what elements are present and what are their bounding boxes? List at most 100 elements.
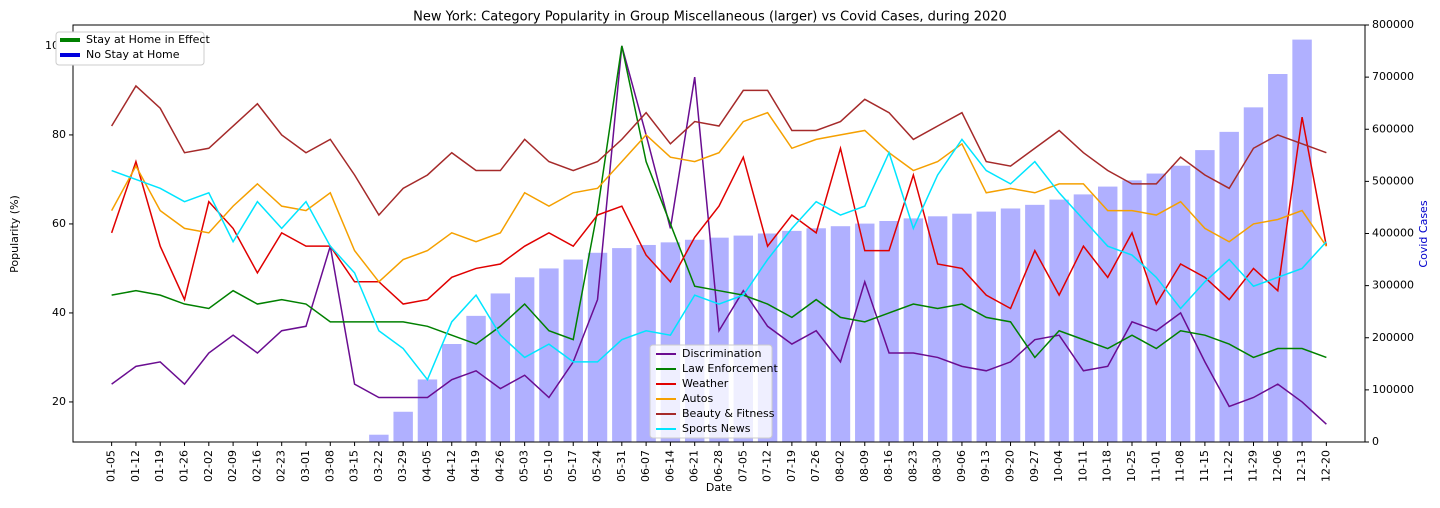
x-tick-label: 06-14 (663, 450, 676, 482)
y2-axis-label: Covid Cases (1417, 200, 1430, 267)
bar (1000, 208, 1021, 442)
x-tick-label: 05-10 (542, 450, 555, 482)
x-tick-label: 01-26 (178, 450, 191, 482)
x-tick-label: 01-12 (129, 450, 142, 482)
line (110, 84, 1327, 217)
x-tick-label: 03-15 (348, 450, 361, 482)
x-tick-label: 07-19 (785, 450, 798, 482)
x-tick-label: 11-01 (1149, 450, 1162, 482)
legend-box (649, 344, 773, 439)
bar (417, 379, 438, 442)
x-tick-label: 09-27 (1028, 450, 1041, 482)
line (110, 116, 1328, 310)
x-tick-label: 12-20 (1319, 450, 1332, 482)
bar (393, 411, 413, 442)
bar (855, 223, 875, 442)
bar (1097, 186, 1118, 442)
bar (587, 252, 608, 442)
bar (1073, 194, 1094, 442)
x-tick-label: 05-24 (591, 450, 604, 482)
line (111, 45, 1327, 359)
x-tick-label: 10-04 (1052, 450, 1065, 482)
x-tick-label: 08-30 (931, 450, 944, 482)
bar (1268, 73, 1288, 442)
y2-tick-label: 800000 (1372, 18, 1414, 31)
bar (1122, 180, 1142, 442)
x-tick-label: 10-18 (1101, 450, 1114, 482)
bar (879, 220, 899, 442)
bar (1195, 150, 1215, 442)
x-tick-label: 05-17 (566, 450, 579, 482)
bar (1219, 131, 1239, 442)
x-tick-label: 04-26 (493, 450, 506, 482)
bar (976, 211, 996, 442)
x-tick-label: 04-19 (469, 450, 482, 482)
y2-tick-label: 100000 (1372, 383, 1414, 396)
x-tick-label: 08-02 (833, 450, 846, 482)
bar (806, 228, 826, 442)
y-tick-label: 20 (52, 395, 66, 408)
x-tick-label: 01-19 (153, 450, 166, 482)
bar (1243, 107, 1264, 443)
legend-box (55, 31, 205, 66)
x-tick-label: 11-15 (1198, 450, 1211, 482)
y2-tick-label: 700000 (1372, 70, 1414, 83)
line (111, 138, 1327, 382)
x-tick-label: 09-06 (955, 450, 968, 482)
legend-label: Sports News (682, 422, 751, 435)
x-tick-label: 09-13 (979, 450, 992, 482)
bar (1146, 173, 1167, 442)
x-tick-label: 08-16 (882, 450, 895, 482)
x-tick-label: 02-16 (250, 450, 263, 482)
bar (563, 259, 583, 442)
bar (782, 230, 802, 442)
bar (490, 293, 511, 442)
y-tick-label: 60 (52, 217, 66, 230)
y2-tick-label: 0 (1372, 435, 1379, 448)
y2-tick-label: 200000 (1372, 331, 1414, 344)
x-tick-label: 11-29 (1246, 450, 1259, 482)
legend-label: Beauty & Fitness (682, 407, 775, 420)
bar (539, 268, 559, 442)
bar (514, 277, 535, 442)
legend-label: Stay at Home in Effect (86, 33, 210, 46)
x-tick-label: 09-20 (1004, 450, 1017, 482)
x-tick-label: 01-05 (105, 450, 118, 482)
x-tick-label: 11-22 (1222, 450, 1235, 482)
y-tick-label: 40 (52, 306, 66, 319)
x-tick-label: 06-21 (688, 450, 701, 482)
bar (903, 218, 924, 442)
y2-tick-label: 500000 (1372, 174, 1414, 187)
x-tick-label: 12-13 (1295, 450, 1308, 482)
legend-label: Discrimination (682, 347, 761, 360)
x-tick-label: 11-08 (1174, 450, 1187, 482)
line (111, 45, 1327, 425)
y2-tick-label: 400000 (1372, 227, 1414, 240)
bar (830, 226, 851, 442)
bar (952, 213, 972, 442)
x-tick-label: 05-31 (615, 450, 628, 482)
y2-tick-label: 600000 (1372, 122, 1414, 135)
x-tick-label: 02-02 (202, 450, 215, 482)
bar (1170, 165, 1191, 443)
line (110, 111, 1327, 283)
x-tick-label: 06-07 (639, 450, 652, 482)
legend-label: No Stay at Home (86, 48, 180, 61)
x-tick-label: 10-11 (1076, 450, 1089, 482)
bar (1292, 39, 1312, 442)
x-tick-label: 06-28 (712, 450, 725, 482)
y2-tick-label: 300000 (1372, 279, 1414, 292)
bar (1025, 204, 1045, 442)
x-tick-label: 04-12 (445, 450, 458, 482)
bar (927, 216, 948, 442)
y-tick-label: 80 (52, 128, 66, 141)
x-tick-label: 10-25 (1125, 450, 1138, 482)
bar (442, 344, 462, 442)
bar (1049, 199, 1069, 442)
x-tick-label: 12-06 (1271, 450, 1284, 482)
chart-title: New York: Category Popularity in Group M… (413, 10, 1007, 25)
x-tick-label: 07-05 (736, 450, 749, 482)
x-tick-label: 02-23 (275, 450, 288, 482)
legend-label: Weather (682, 377, 729, 390)
